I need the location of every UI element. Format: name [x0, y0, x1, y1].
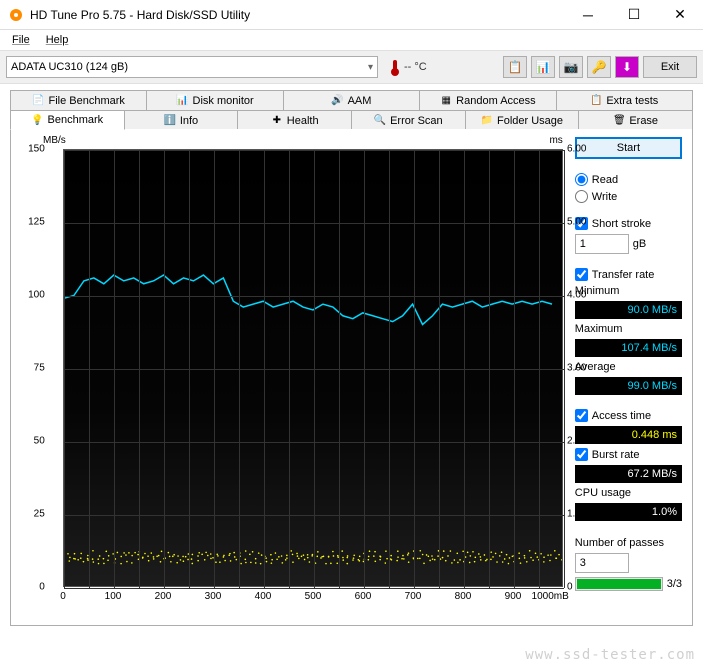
read-radio[interactable]: Read — [575, 173, 682, 186]
exit-button[interactable]: Exit — [643, 56, 697, 78]
tab-disk-monitor[interactable]: 📊Disk monitor — [147, 90, 283, 110]
menu-file[interactable]: File — [4, 32, 38, 48]
burst-rate-check[interactable]: Burst rate — [575, 448, 682, 461]
tab-icon: ▦ — [440, 95, 452, 107]
close-button[interactable]: ✕ — [657, 0, 703, 30]
cpu-label: CPU usage — [575, 487, 682, 499]
dropdown-arrow-icon: ▾ — [368, 62, 373, 73]
tab-error-scan[interactable]: 🔍Error Scan — [352, 110, 466, 130]
temperature-display: -- °C — [388, 58, 427, 76]
menu-help[interactable]: Help — [38, 32, 77, 48]
passes-label: Number of passes — [575, 537, 682, 549]
tab-icon: 📄 — [32, 95, 44, 107]
passes-progress — [575, 577, 663, 591]
cpu-value: 1.0% — [575, 503, 682, 521]
y-left-label: MB/s — [43, 135, 66, 146]
access-value: 0.448 ms — [575, 426, 682, 444]
tab-benchmark[interactable]: 💡Benchmark — [10, 110, 125, 130]
options-button[interactable]: 🔑 — [587, 56, 611, 78]
tab-icon: 📊 — [177, 95, 189, 107]
start-button[interactable]: Start — [575, 137, 682, 159]
max-label: Maximum — [575, 323, 682, 335]
tab-icon: 🗑 — [613, 115, 625, 127]
tab-icon: ✚ — [271, 115, 283, 127]
toolbar: ADATA UC310 (124 gB) ▾ -- °C 📋 📊 📷 🔑 ⬇ E… — [0, 50, 703, 84]
tab-file-benchmark[interactable]: 📄File Benchmark — [10, 90, 147, 110]
min-value: 90.0 MB/s — [575, 301, 682, 319]
app-icon — [8, 7, 24, 23]
max-value: 107.4 MB/s — [575, 339, 682, 357]
temp-value: -- °C — [404, 61, 427, 73]
tab-erase[interactable]: 🗑Erase — [579, 110, 693, 130]
y-right-label: ms — [549, 135, 562, 146]
tab-aam[interactable]: 🔊AAM — [284, 90, 420, 110]
copy-info-button[interactable]: 📋 — [503, 56, 527, 78]
screenshot-button[interactable]: 📷 — [559, 56, 583, 78]
maximize-button[interactable]: ☐ — [611, 0, 657, 30]
burst-value: 67.2 MB/s — [575, 465, 682, 483]
window-title: HD Tune Pro 5.75 - Hard Disk/SSD Utility — [30, 8, 565, 22]
minimize-button[interactable]: ─ — [565, 0, 611, 30]
tab-random-access[interactable]: ▦Random Access — [420, 90, 556, 110]
title-bar: HD Tune Pro 5.75 - Hard Disk/SSD Utility… — [0, 0, 703, 30]
device-name: ADATA UC310 (124 gB) — [11, 61, 128, 73]
tab-folder-usage[interactable]: 📁Folder Usage — [466, 110, 580, 130]
passes-input[interactable] — [575, 553, 629, 573]
benchmark-chart: MB/s ms 1506.001255.001004.00753.00502.0… — [21, 135, 567, 615]
tabs-row-2: 💡Benchmarkℹ️Info✚Health🔍Error Scan📁Folde… — [10, 110, 693, 130]
short-stroke-check[interactable]: Short stroke — [575, 217, 682, 230]
tab-icon: 🔊 — [332, 95, 344, 107]
access-time-check[interactable]: Access time — [575, 409, 682, 422]
save-button[interactable]: ⬇ — [615, 56, 639, 78]
device-select[interactable]: ADATA UC310 (124 gB) ▾ — [6, 56, 378, 78]
passes-count: 3/3 — [667, 578, 682, 590]
avg-label: Average — [575, 361, 682, 373]
tabs-row-1: 📄File Benchmark📊Disk monitor🔊AAM▦Random … — [10, 90, 693, 110]
tab-icon: 📋 — [590, 95, 602, 107]
tab-icon: 🔍 — [374, 115, 386, 127]
tab-icon: 💡 — [32, 114, 44, 126]
transfer-rate-check[interactable]: Transfer rate — [575, 268, 682, 281]
side-panel: Start Read Write Short stroke gB Transfe… — [575, 135, 682, 615]
tab-health[interactable]: ✚Health — [238, 110, 352, 130]
short-stroke-input[interactable] — [575, 234, 629, 254]
tab-info[interactable]: ℹ️Info — [125, 110, 239, 130]
watermark: www.ssd-tester.com — [525, 647, 695, 663]
thermometer-icon — [388, 58, 402, 76]
avg-value: 99.0 MB/s — [575, 377, 682, 395]
write-radio[interactable]: Write — [575, 190, 682, 203]
tab-icon: 📁 — [481, 115, 493, 127]
tab-extra-tests[interactable]: 📋Extra tests — [557, 90, 693, 110]
tab-icon: ℹ️ — [164, 115, 176, 127]
menu-bar: File Help — [0, 30, 703, 50]
min-label: Minimum — [575, 285, 682, 297]
copy-chart-button[interactable]: 📊 — [531, 56, 555, 78]
